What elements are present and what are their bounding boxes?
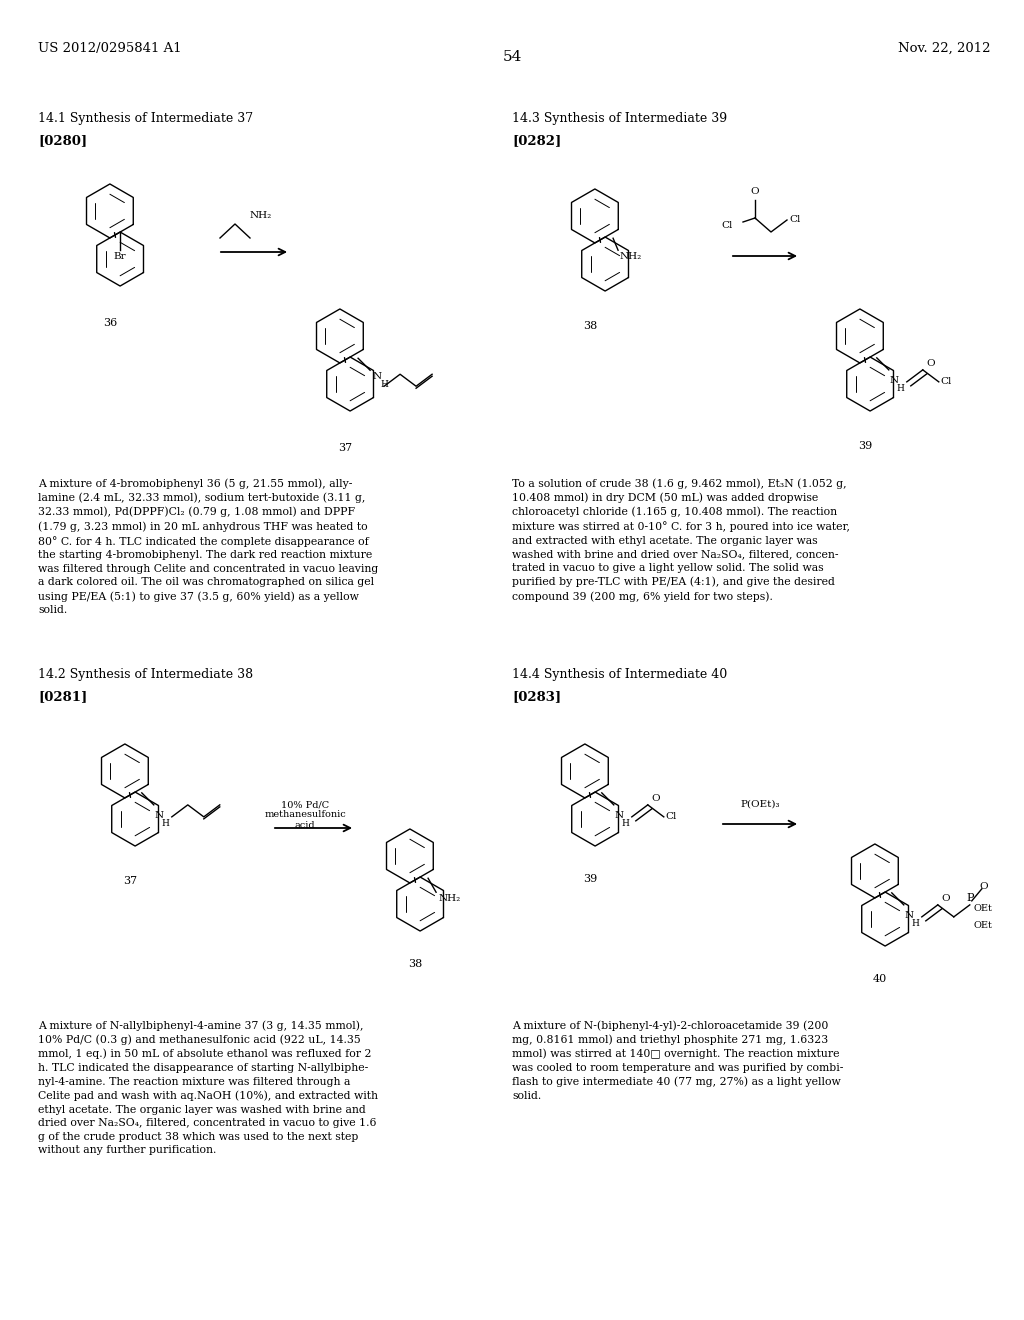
Text: 54: 54 (503, 50, 521, 63)
Text: N: N (155, 810, 164, 820)
Text: P(OEt)₃: P(OEt)₃ (740, 800, 779, 809)
Text: NH₂: NH₂ (438, 894, 461, 903)
Text: H: H (897, 384, 904, 393)
Text: N: N (905, 911, 913, 920)
Text: 40: 40 (872, 974, 887, 983)
Text: [0281]: [0281] (38, 690, 87, 704)
Text: [0280]: [0280] (38, 135, 87, 147)
Text: O: O (652, 793, 660, 803)
Text: 10% Pd/C
methanesulfonic
acid: 10% Pd/C methanesulfonic acid (264, 800, 346, 830)
Text: 14.2 Synthesis of Intermediate 38: 14.2 Synthesis of Intermediate 38 (38, 668, 253, 681)
Text: 14.4 Synthesis of Intermediate 40: 14.4 Synthesis of Intermediate 40 (512, 668, 727, 681)
Text: NH₂: NH₂ (620, 252, 641, 261)
Text: [0282]: [0282] (512, 135, 561, 147)
Text: 14.1 Synthesis of Intermediate 37: 14.1 Synthesis of Intermediate 37 (38, 112, 253, 125)
Text: 37: 37 (338, 444, 352, 453)
Text: P: P (966, 892, 974, 903)
Text: Cl: Cl (722, 222, 733, 231)
Text: To a solution of crude 38 (1.6 g, 9.462 mmol), Et₃N (1.052 g,
10.408 mmol) in dr: To a solution of crude 38 (1.6 g, 9.462 … (512, 478, 850, 602)
Text: A mixture of N-allylbiphenyl-4-amine 37 (3 g, 14.35 mmol),
10% Pd/C (0.3 g) and : A mixture of N-allylbiphenyl-4-amine 37 … (38, 1020, 378, 1155)
Text: Br: Br (114, 252, 126, 261)
Text: A mixture of 4-bromobiphenyl 36 (5 g, 21.55 mmol), ally-
lamine (2.4 mL, 32.33 m: A mixture of 4-bromobiphenyl 36 (5 g, 21… (38, 478, 378, 615)
Text: H: H (911, 919, 920, 928)
Text: Nov. 22, 2012: Nov. 22, 2012 (897, 42, 990, 55)
Text: 38: 38 (583, 321, 597, 331)
Text: NH₂: NH₂ (250, 211, 272, 220)
Text: H: H (380, 380, 388, 389)
Text: Cl: Cl (941, 378, 952, 387)
Text: US 2012/0295841 A1: US 2012/0295841 A1 (38, 42, 181, 55)
Text: 39: 39 (583, 874, 597, 884)
Text: 38: 38 (408, 960, 422, 969)
Text: N: N (614, 810, 624, 820)
Text: [0283]: [0283] (512, 690, 561, 704)
Text: O: O (927, 359, 935, 368)
Text: 37: 37 (123, 876, 137, 886)
Text: A mixture of N-(biphenyl-4-yl)-2-chloroacetamide 39 (200
mg, 0.8161 mmol) and tr: A mixture of N-(biphenyl-4-yl)-2-chloroa… (512, 1020, 844, 1101)
Text: N: N (372, 372, 381, 381)
Text: H: H (162, 818, 170, 828)
Text: O: O (980, 882, 988, 891)
Text: Cl: Cl (790, 215, 801, 224)
Text: OEt: OEt (974, 904, 992, 913)
Text: OEt: OEt (974, 921, 992, 929)
Text: O: O (751, 187, 760, 195)
Text: N: N (890, 376, 899, 385)
Text: 36: 36 (102, 318, 117, 329)
Text: 14.3 Synthesis of Intermediate 39: 14.3 Synthesis of Intermediate 39 (512, 112, 727, 125)
Text: 39: 39 (858, 441, 872, 451)
Text: Cl: Cl (666, 812, 677, 821)
Text: H: H (622, 818, 630, 828)
Text: O: O (942, 894, 950, 903)
